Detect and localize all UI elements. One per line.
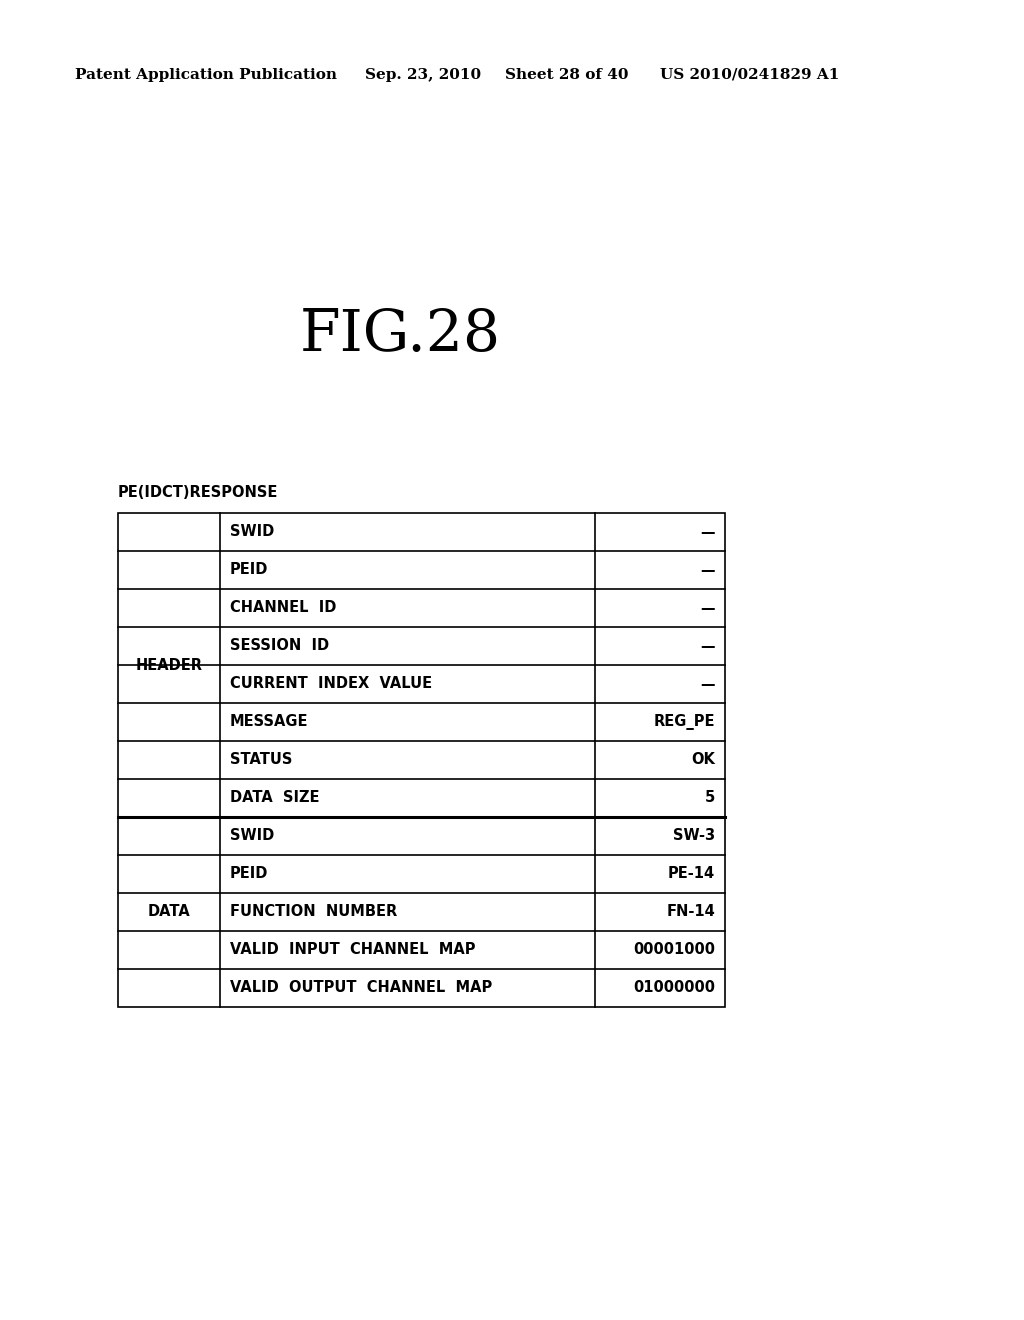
Text: VALID  OUTPUT  CHANNEL  MAP: VALID OUTPUT CHANNEL MAP: [230, 981, 493, 995]
Text: US 2010/0241829 A1: US 2010/0241829 A1: [660, 69, 840, 82]
Text: CHANNEL  ID: CHANNEL ID: [230, 601, 336, 615]
Text: CURRENT  INDEX  VALUE: CURRENT INDEX VALUE: [230, 676, 432, 692]
Text: —: —: [700, 676, 715, 692]
Text: DATA: DATA: [147, 904, 190, 920]
Text: PE(IDCT)RESPONSE: PE(IDCT)RESPONSE: [118, 484, 279, 500]
Text: SW-3: SW-3: [673, 829, 715, 843]
Text: SWID: SWID: [230, 829, 274, 843]
Text: MESSAGE: MESSAGE: [230, 714, 308, 730]
Text: FIG.28: FIG.28: [299, 308, 501, 363]
Text: —: —: [700, 639, 715, 653]
Text: —: —: [700, 562, 715, 578]
Text: FN-14: FN-14: [667, 904, 715, 920]
Text: Patent Application Publication: Patent Application Publication: [75, 69, 337, 82]
Text: VALID  INPUT  CHANNEL  MAP: VALID INPUT CHANNEL MAP: [230, 942, 475, 957]
Text: OK: OK: [691, 752, 715, 767]
Text: REG_PE: REG_PE: [653, 714, 715, 730]
Text: Sheet 28 of 40: Sheet 28 of 40: [505, 69, 629, 82]
Text: PEID: PEID: [230, 866, 268, 882]
Text: FUNCTION  NUMBER: FUNCTION NUMBER: [230, 904, 397, 920]
Text: Sep. 23, 2010: Sep. 23, 2010: [365, 69, 481, 82]
Text: PE-14: PE-14: [668, 866, 715, 882]
Text: STATUS: STATUS: [230, 752, 293, 767]
Text: HEADER: HEADER: [135, 657, 203, 672]
Text: 01000000: 01000000: [633, 981, 715, 995]
Text: DATA  SIZE: DATA SIZE: [230, 791, 319, 805]
Bar: [118, 513, 725, 1007]
Text: —: —: [700, 524, 715, 540]
Text: 00001000: 00001000: [633, 942, 715, 957]
Text: SESSION  ID: SESSION ID: [230, 639, 329, 653]
Text: 5: 5: [705, 791, 715, 805]
Text: SWID: SWID: [230, 524, 274, 540]
Text: —: —: [700, 601, 715, 615]
Text: PEID: PEID: [230, 562, 268, 578]
